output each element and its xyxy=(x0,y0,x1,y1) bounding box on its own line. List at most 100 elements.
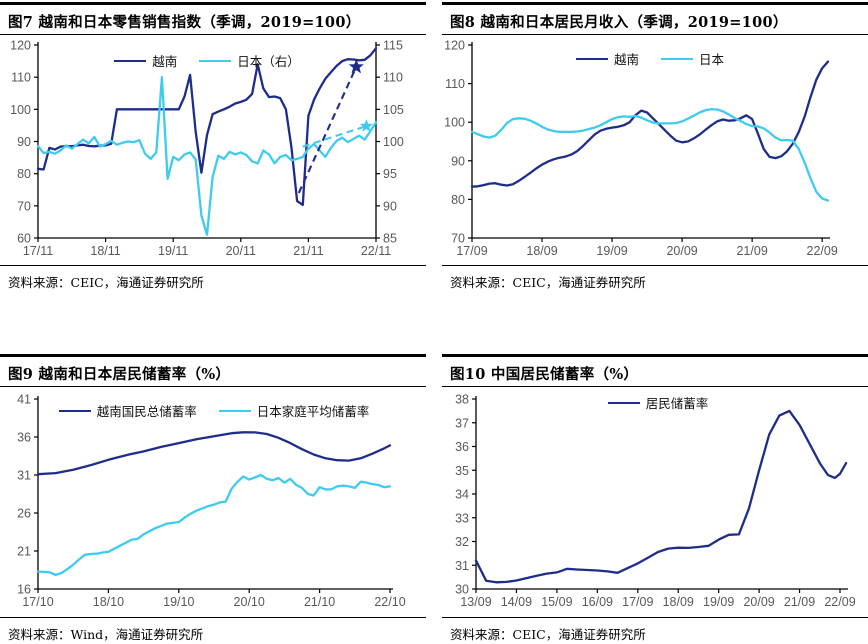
figure-panel-10: 图10 中国居民储蓄率（%） 30 31 32 33 34 35 36 37 38 13/09 14… xyxy=(442,352,868,644)
chart-area: 30 31 32 33 34 35 36 37 38 13/09 14/09 15/09 16/09 17… xyxy=(442,387,868,611)
line-chart-svg: 70 80 90 100 110 120 17/09 18/09 19/09 20/09 21/09… xyxy=(444,39,838,259)
series-line xyxy=(36,431,392,476)
panel-top-rule xyxy=(442,2,868,5)
chart-area: 70 80 90 100 110 120 17/09 18/09 19/09 20/09 21/09… xyxy=(442,35,868,259)
figure-title: 图8 越南和日本居民月收入（季调，2019=100） xyxy=(450,14,788,31)
x-tick-label: 20/09 xyxy=(743,595,774,609)
x-tick-label: 14/09 xyxy=(501,595,532,609)
x-tick-label: 21/11 xyxy=(293,244,323,258)
y-tick-label: 110 xyxy=(445,77,465,91)
x-tick-label: 15/09 xyxy=(541,595,572,609)
x-tick-label: 17/10 xyxy=(22,595,53,609)
chart-area: 60 70 80 90 100 110 120 85 90 95 100 105 110 115 17/11… xyxy=(0,35,426,259)
star-marker xyxy=(348,58,364,74)
y-tick-label: 36 xyxy=(17,431,31,445)
title-divider xyxy=(0,386,426,387)
title-divider xyxy=(442,386,868,387)
series-line xyxy=(470,60,830,188)
x-tick-label: 17/09 xyxy=(622,595,653,609)
figure-panel-7: 图7 越南和日本零售销售指数（季调，2019=100） 60 70 80 90 100 1… xyxy=(0,0,426,296)
panel-top-rule xyxy=(442,354,868,357)
line-chart-svg: 60 70 80 90 100 110 120 85 90 95 100 105 110 115 17/11… xyxy=(10,39,404,259)
y-tick-label: 80 xyxy=(451,193,465,207)
x-tick-label: 19/10 xyxy=(163,595,194,609)
star-marker xyxy=(359,119,374,132)
title-divider xyxy=(442,34,868,35)
y-tick-label: 16 xyxy=(17,583,31,597)
y-tick-label: 36 xyxy=(455,440,469,454)
x-tick-label: 18/09 xyxy=(663,595,694,609)
x-tick-label: 21/10 xyxy=(304,595,335,609)
x-tick-label: 16/09 xyxy=(582,595,613,609)
source-divider xyxy=(442,265,868,266)
series-line xyxy=(36,76,378,236)
y-tick-label-right: 100 xyxy=(383,135,404,149)
figure-title: 图9 越南和日本居民储蓄率（%） xyxy=(8,366,231,383)
x-tick-label: 20/11 xyxy=(226,244,256,258)
y-tick-label: 30 xyxy=(455,583,469,597)
source-divider xyxy=(0,617,426,618)
y-tick-label-right: 105 xyxy=(383,103,404,117)
panel-top-rule xyxy=(0,354,426,357)
y-tick-label: 100 xyxy=(10,103,31,117)
y-tick-label: 21 xyxy=(17,545,31,559)
y-tick-label: 41 xyxy=(17,393,31,407)
figure-title: 图10 中国居民储蓄率（%） xyxy=(450,366,639,383)
source-note: 资料来源：CEIC，海通证券研究所 xyxy=(8,275,204,290)
x-tick-label: 21/09 xyxy=(736,244,767,258)
y-tick-label: 80 xyxy=(17,167,31,181)
y-tick-label: 37 xyxy=(455,416,469,430)
y-tick-label: 70 xyxy=(451,232,465,246)
y-tick-label-right: 115 xyxy=(383,39,403,53)
y-tick-label: 32 xyxy=(455,535,469,549)
figure-panel-8: 图8 越南和日本居民月收入（季调，2019=100） 70 80 90 100 110 1… xyxy=(442,0,868,296)
figure-panel-9: 图9 越南和日本居民储蓄率（%） 16 21 26 31 36 41 17/10 18/10 1… xyxy=(0,352,426,644)
y-tick-label: 90 xyxy=(17,135,31,149)
y-tick-label: 120 xyxy=(444,39,465,53)
y-tick-label-right: 85 xyxy=(383,232,397,246)
x-tick-label: 22/11 xyxy=(361,244,391,258)
source-divider xyxy=(0,265,426,266)
x-tick-label: 22/10 xyxy=(374,595,405,609)
line-chart-svg: 16 21 26 31 36 41 17/10 18/10 19/10 20/10 21/10 22/… xyxy=(17,393,406,610)
line-chart-svg: 30 31 32 33 34 35 36 37 38 13/09 14/09 15/09 16/09 17… xyxy=(455,393,856,610)
y-tick-label: 31 xyxy=(17,469,31,483)
y-tick-label-right: 95 xyxy=(383,167,397,181)
figure-title: 图7 越南和日本零售销售指数（季调，2019=100） xyxy=(8,14,361,31)
source-divider xyxy=(442,617,868,618)
x-tick-label: 17/11 xyxy=(23,244,53,258)
x-tick-label: 18/10 xyxy=(93,595,124,609)
source-note: 资料来源：Wind，海通证券研究所 xyxy=(8,627,204,642)
series-line xyxy=(36,47,378,207)
x-tick-label: 19/09 xyxy=(703,595,734,609)
panel-top-rule xyxy=(0,2,426,5)
y-tick-label: 33 xyxy=(455,511,469,525)
y-tick-label: 26 xyxy=(17,507,31,521)
x-tick-label: 18/11 xyxy=(90,244,120,258)
y-tick-label: 70 xyxy=(17,199,31,213)
y-tick-label-right: 110 xyxy=(383,71,403,85)
x-tick-label: 20/09 xyxy=(666,244,697,258)
y-tick-label: 34 xyxy=(455,488,469,502)
x-tick-label: 20/10 xyxy=(234,595,265,609)
series-line xyxy=(474,409,848,584)
y-tick-label: 38 xyxy=(455,393,469,407)
y-tick-label: 60 xyxy=(17,232,31,246)
projection-dashed-line xyxy=(297,66,358,194)
title-divider xyxy=(0,34,426,35)
x-tick-label: 13/09 xyxy=(460,595,491,609)
series-line xyxy=(470,107,830,202)
y-tick-label: 120 xyxy=(10,39,31,53)
source-note: 资料来源：CEIC，海通证券研究所 xyxy=(450,627,646,642)
y-tick-label: 100 xyxy=(444,116,465,130)
chart-area: 16 21 26 31 36 41 17/10 18/10 19/10 20/10 21/10 22/… xyxy=(0,387,426,611)
x-tick-label: 17/09 xyxy=(456,244,487,258)
x-tick-label: 22/09 xyxy=(824,595,855,609)
y-tick-label: 35 xyxy=(455,464,469,478)
y-tick-label: 31 xyxy=(455,559,469,573)
y-tick-label-right: 90 xyxy=(383,199,397,213)
y-tick-label: 110 xyxy=(11,71,31,85)
x-tick-label: 18/09 xyxy=(526,244,557,258)
source-note: 资料来源：CEIC，海通证券研究所 xyxy=(450,275,646,290)
